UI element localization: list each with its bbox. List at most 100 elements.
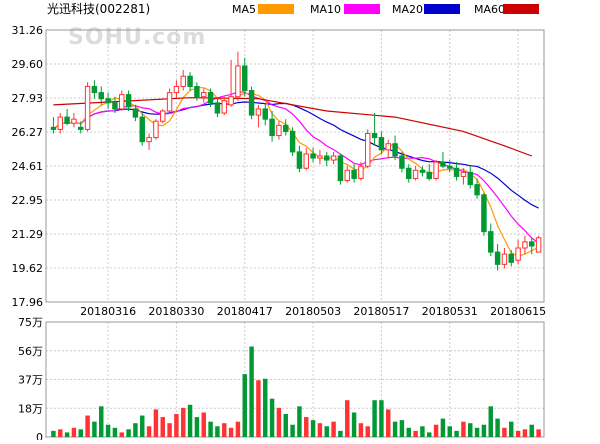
candle-body: [365, 132, 371, 167]
candle: [64, 108, 70, 126]
volume-bar: [529, 424, 534, 437]
volume-bar: [235, 421, 241, 437]
candle: [474, 178, 480, 199]
volume-bar: [269, 398, 275, 437]
candle: [508, 250, 514, 267]
volume-bar: [468, 423, 473, 437]
watermark: SOHU.com: [68, 25, 206, 50]
candle: [412, 166, 419, 181]
candle: [276, 121, 282, 140]
candle-body: [276, 124, 282, 137]
candle-body: [488, 231, 494, 253]
candle: [358, 162, 364, 181]
candle: [221, 96, 227, 116]
candle-body: [283, 124, 289, 132]
candle-body: [440, 161, 446, 167]
candle-body: [317, 155, 323, 159]
volume-bar: [338, 430, 343, 437]
date-tick-label: 20180330: [148, 305, 204, 318]
candle: [481, 192, 487, 236]
volume-bar: [58, 429, 63, 437]
price-frame: [45, 29, 545, 303]
candle-body: [57, 116, 63, 130]
candle: [378, 131, 385, 154]
candle: [426, 164, 432, 181]
candle: [344, 166, 350, 183]
volume-bar: [167, 423, 172, 437]
volume-frame: [45, 321, 545, 438]
volume-bar: [290, 424, 295, 437]
volume-bar: [509, 421, 514, 437]
date-tick-label: 20180517: [353, 305, 409, 318]
volume-bar: [427, 432, 432, 437]
volume-bar: [160, 417, 165, 437]
candle-body: [310, 153, 316, 159]
candle: [440, 151, 446, 169]
candle: [535, 235, 542, 253]
volume-bar: [99, 406, 104, 437]
volume-bar: [222, 423, 227, 437]
candle-body: [358, 165, 364, 179]
candle-body: [84, 85, 91, 130]
candle: [187, 72, 193, 91]
volume-bar: [331, 421, 336, 437]
candle: [371, 113, 378, 146]
volume-bar: [324, 426, 329, 437]
candle: [98, 86, 104, 105]
candle: [310, 147, 316, 163]
volume-bar: [187, 404, 193, 437]
candle: [201, 88, 207, 103]
candle: [139, 113, 145, 146]
volume-bar: [215, 426, 220, 437]
candle: [119, 90, 125, 111]
volume-bar: [283, 414, 288, 437]
candle-body: [453, 167, 460, 177]
candle-body: [262, 108, 268, 120]
candle-body: [371, 132, 378, 139]
candle-body: [406, 167, 412, 179]
volume-bar: [256, 380, 261, 437]
candle: [317, 149, 323, 165]
candle-body: [64, 116, 70, 124]
candle: [71, 113, 77, 128]
candle: [460, 168, 467, 185]
date-tick-label: 20180503: [285, 305, 341, 318]
volume-bars: [51, 346, 541, 437]
volume-bar: [194, 417, 200, 437]
candle: [324, 151, 330, 167]
candle-body: [235, 65, 241, 98]
volume-bar: [153, 409, 159, 437]
volume-bar: [92, 421, 97, 437]
legend-label-ma10: MA10: [310, 3, 341, 16]
candle: [385, 139, 391, 159]
volume-bar: [304, 417, 309, 437]
candle-body: [78, 126, 84, 130]
volume-bar: [64, 432, 70, 437]
volume-bar: [105, 424, 111, 437]
legend-label-ma5: MA5: [232, 3, 256, 16]
price-panel: 31.26 29.60 27.93 26.27 24.61 22.95 21.29 19.62…: [12, 24, 547, 318]
candle-body: [221, 100, 227, 114]
volume-bar: [140, 415, 145, 437]
volume-bar: [133, 423, 138, 437]
candle-body: [433, 161, 439, 179]
price-tick-label: 21.29: [12, 228, 44, 241]
candle: [242, 57, 248, 97]
legend-label-ma60: MA60: [474, 3, 505, 16]
candle: [146, 133, 152, 150]
volume-bar: [454, 430, 459, 437]
price-tick-label: 22.95: [12, 194, 44, 207]
candle: [269, 110, 275, 142]
date-tick-label: 20180531: [422, 305, 478, 318]
date-tick-label: 20180316: [80, 305, 136, 318]
volume-bar: [386, 409, 391, 437]
candle: [228, 59, 234, 107]
volume-bar: [433, 424, 439, 437]
volume-bar: [276, 407, 282, 437]
candle: [105, 92, 111, 109]
candle-body: [289, 130, 296, 153]
volume-bar: [174, 414, 179, 437]
candle-body: [515, 247, 521, 261]
candle: [78, 121, 84, 134]
volume-bar: [461, 421, 466, 437]
